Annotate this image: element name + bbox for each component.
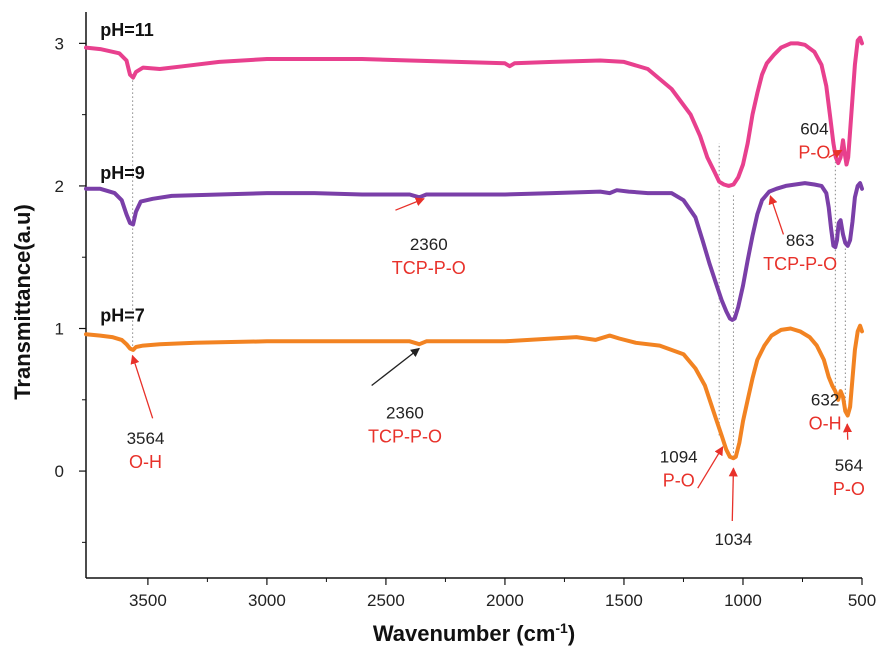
annotation-number: 564 [835, 456, 863, 475]
annotation-number: 2360 [410, 235, 448, 254]
annotation: 604 P-O [798, 120, 843, 163]
annotation-label: O-H [809, 413, 842, 433]
y-tick-label: 3 [55, 34, 64, 53]
annotation-number: 632 [811, 390, 839, 409]
annotation: 1094 P-O [660, 446, 724, 491]
series-line [84, 181, 864, 322]
annotation-arrow [697, 446, 724, 489]
reference-lines [132, 74, 846, 457]
x-axis-title: Wavenumber (cm-1) [373, 620, 575, 646]
series-layer [84, 35, 864, 461]
series-label: pH=7 [100, 305, 145, 325]
x-tick-label: 1000 [724, 591, 762, 610]
annotation-label: TCP-P-O [392, 258, 466, 278]
y-axis-ticks: 0 1 2 3 [55, 34, 86, 543]
plot-frame [85, 12, 862, 579]
annotation-arrow [130, 354, 154, 419]
x-axis-ticks: 3500 3000 2500 2000 1500 1000 500 [129, 578, 876, 610]
annotation-number: 2360 [386, 403, 424, 422]
annotation-label: TCP-P-O [368, 426, 442, 446]
y-tick-label: 1 [55, 320, 64, 339]
annotations: 604 P-O 2360 TCP-P-O 863 TCP-P-O 2360 TCP-P-O 35… [127, 120, 865, 550]
annotation-arrow [728, 467, 738, 521]
x-tick-label: 500 [848, 591, 876, 610]
y-axis-title: Transmittance(a.u) [10, 204, 35, 400]
x-tick-label: 2500 [367, 591, 405, 610]
annotation: 863 TCP-P-O [763, 195, 837, 274]
x-tick-label: 1500 [605, 591, 643, 610]
x-tick-label: 3000 [248, 591, 286, 610]
annotation-label: P-O [663, 471, 695, 491]
series-line [84, 35, 864, 188]
annotation: 2360 TCP-P-O [368, 347, 442, 446]
annotation: 1034 [715, 467, 753, 549]
series-line [84, 323, 864, 461]
y-tick-label: 2 [55, 177, 64, 196]
annotation-number: 3564 [127, 429, 165, 448]
annotation-label: O-H [129, 452, 162, 472]
annotation-label: P-O [798, 143, 830, 163]
annotation: 564 P-O [833, 423, 865, 499]
annotation: 632 O-H [809, 390, 842, 433]
y-tick-label: 0 [55, 462, 64, 481]
annotation: 2360 TCP-P-O [392, 197, 466, 278]
series-label: pH=11 [100, 20, 154, 40]
series-label: pH=9 [100, 163, 145, 183]
annotation: 3564 O-H [127, 354, 165, 472]
annotation-label: TCP-P-O [763, 254, 837, 274]
annotation-number: 1094 [660, 448, 698, 467]
x-tick-label: 3500 [129, 591, 167, 610]
annotation-arrow [768, 195, 785, 235]
annotation-arrow [371, 347, 420, 387]
annotation-label: P-O [833, 479, 865, 499]
series-labels: pH=11 pH=9 pH=7 [100, 20, 154, 325]
x-tick-label: 2000 [486, 591, 524, 610]
annotation-number: 1034 [715, 530, 753, 549]
annotation-arrow [395, 197, 425, 211]
annotation-number: 604 [800, 120, 828, 139]
annotation-arrow [828, 149, 843, 159]
annotation-number: 863 [786, 231, 814, 250]
